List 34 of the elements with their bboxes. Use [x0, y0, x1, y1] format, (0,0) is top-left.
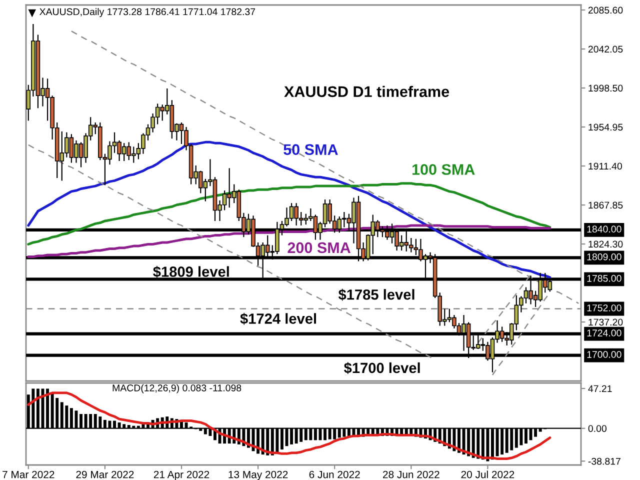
annotation: $1785 level	[338, 288, 414, 301]
ref-line-label: 1700.00	[587, 351, 622, 358]
x-tick-label: 29 Mar 2022	[76, 470, 134, 478]
y-tick-label: 1911.40	[588, 162, 622, 170]
series-label: 50 SMA	[284, 144, 338, 155]
x-tick-label: 13 May 2022	[228, 470, 288, 480]
x-tick-label: 28 Jun 2022	[383, 470, 440, 478]
annotation: $1809 level	[153, 266, 229, 278]
annotation: $1700 level	[344, 362, 420, 374]
ref-line-label: 1785.00	[587, 274, 622, 282]
annotation: $1724 level	[240, 312, 316, 325]
y-tick-label: 1867.85	[588, 202, 623, 209]
x-tick-label: 21 Apr 2022	[154, 470, 210, 480]
y-tick-label: 2085.60	[588, 6, 623, 14]
series-label: 100 SMA	[412, 164, 475, 175]
y-tick-label: 47.21	[588, 385, 612, 392]
y-tick-label: 0.00	[588, 425, 606, 432]
chart-title: MACD(12,26,9) 0.083 -11.098	[112, 384, 242, 394]
x-tick-label: 7 Mar 2022	[2, 470, 54, 478]
ref-line-label: 1724.00	[587, 330, 622, 336]
x-tick-label: 6 Jun 2022	[309, 470, 360, 478]
ref-line-label: 1752.00	[587, 304, 622, 312]
series-label: 200 SMA	[288, 242, 350, 254]
y-tick-label: 1824.30	[588, 240, 623, 248]
ref-line-label: 1840.00	[587, 226, 622, 233]
y-tick-label: 1737.20	[588, 318, 623, 326]
y-tick-label: 2042.05	[588, 46, 623, 53]
annotation: XAUUSD D1 timeframe	[284, 86, 450, 98]
y-tick-label: 1998.50	[588, 84, 623, 92]
y-tick-label: -38.817	[588, 458, 620, 465]
chart-title: XAUUSD,Daily 1773.28 1786.41 1771.04 1782.37	[40, 8, 256, 18]
x-tick-label: 20 Jul 2022	[461, 470, 514, 478]
ref-line-label: 1809.00	[587, 253, 622, 260]
y-tick-label: 1954.95	[588, 124, 623, 131]
